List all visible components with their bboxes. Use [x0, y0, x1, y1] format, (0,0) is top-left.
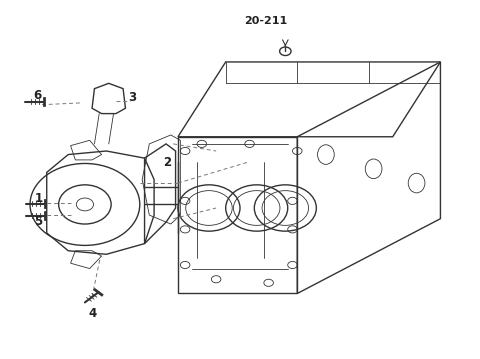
Text: 5: 5	[35, 215, 43, 228]
Text: 20-211: 20-211	[245, 16, 288, 26]
Text: 3: 3	[129, 91, 137, 104]
Text: 6: 6	[33, 89, 41, 102]
Text: 1: 1	[35, 191, 43, 205]
Text: 2: 2	[163, 156, 171, 169]
Text: 4: 4	[89, 307, 97, 320]
